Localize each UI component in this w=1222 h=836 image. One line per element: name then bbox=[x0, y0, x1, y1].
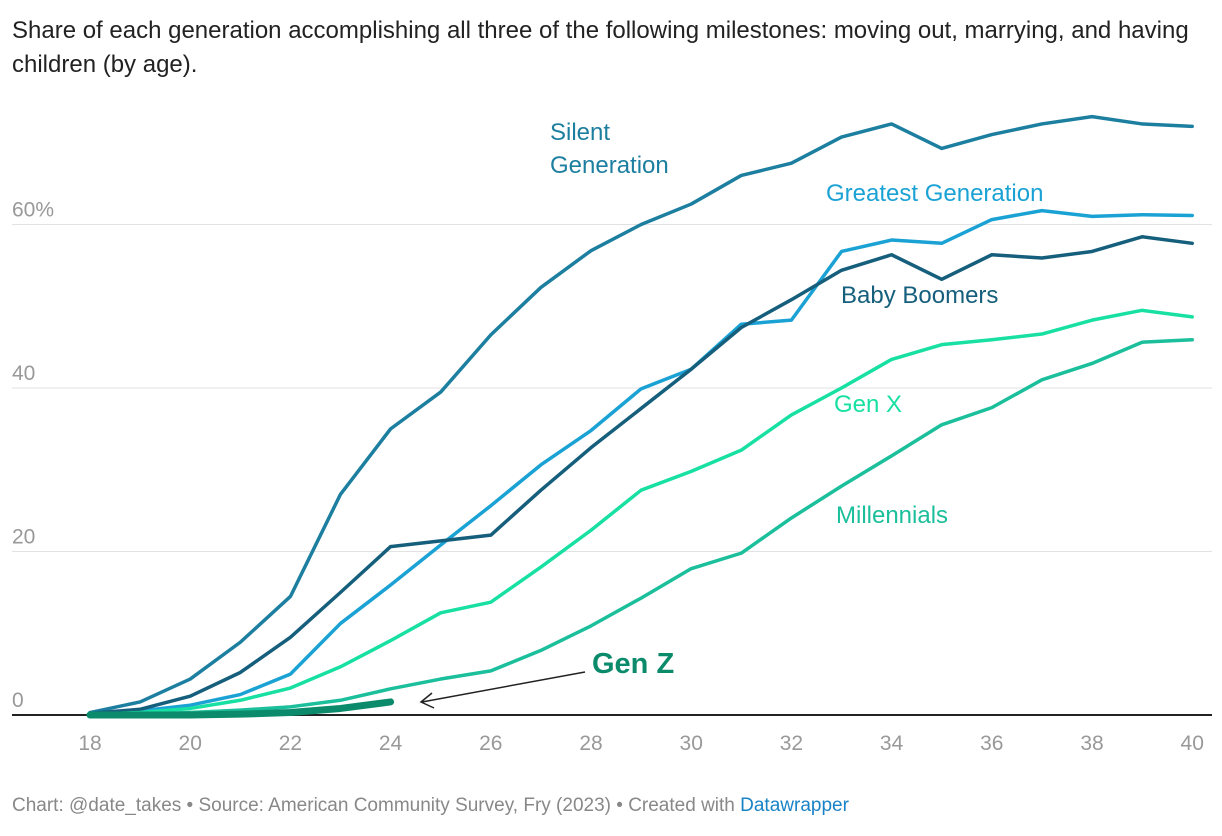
x-tick-label: 32 bbox=[780, 732, 803, 755]
label-silent-2: Generation bbox=[550, 152, 669, 179]
x-tick-label: 30 bbox=[680, 732, 703, 755]
footer: Chart: @date_takes • Source: American Co… bbox=[12, 795, 849, 817]
chart-title: Share of each generation accomplishing a… bbox=[12, 17, 1189, 78]
x-tick-label: 24 bbox=[379, 732, 403, 755]
label-greatest: Greatest Generation bbox=[826, 180, 1043, 207]
series-line-greatest-generation bbox=[88, 208, 1194, 716]
series-line-silent-generation bbox=[88, 114, 1194, 715]
y-tick-label: 60% bbox=[12, 199, 54, 222]
series-line-gen-z bbox=[86, 698, 395, 719]
x-tick-label: 26 bbox=[479, 732, 502, 755]
x-tick-label: 22 bbox=[279, 732, 302, 755]
x-tick-label: 38 bbox=[1080, 732, 1103, 755]
datawrapper-link[interactable]: Datawrapper bbox=[740, 795, 849, 816]
label-boomers: Baby Boomers bbox=[841, 282, 998, 309]
x-tick-label: 28 bbox=[579, 732, 602, 755]
x-tick-label: 20 bbox=[179, 732, 202, 755]
x-tick-label: 34 bbox=[880, 732, 904, 755]
y-tick-label: 40 bbox=[12, 362, 35, 385]
label-genz: Gen Z bbox=[592, 648, 674, 680]
x-tick-label: 40 bbox=[1181, 732, 1204, 755]
x-tick-label: 18 bbox=[78, 732, 101, 755]
label-genx: Gen X bbox=[834, 391, 902, 418]
series-line-gen-x bbox=[88, 308, 1194, 716]
x-tick-label: 36 bbox=[980, 732, 1003, 755]
series-line-baby-boomers bbox=[88, 235, 1194, 716]
y-tick-label: 20 bbox=[12, 526, 35, 549]
series-line-millennials bbox=[88, 338, 1194, 717]
label-silent-1: Silent bbox=[550, 119, 610, 146]
genz-arrow bbox=[419, 671, 586, 709]
label-millennials: Millennials bbox=[836, 502, 948, 529]
y-tick-label: 0 bbox=[12, 689, 24, 712]
footer-source: Chart: @date_takes • Source: American Co… bbox=[12, 795, 741, 816]
